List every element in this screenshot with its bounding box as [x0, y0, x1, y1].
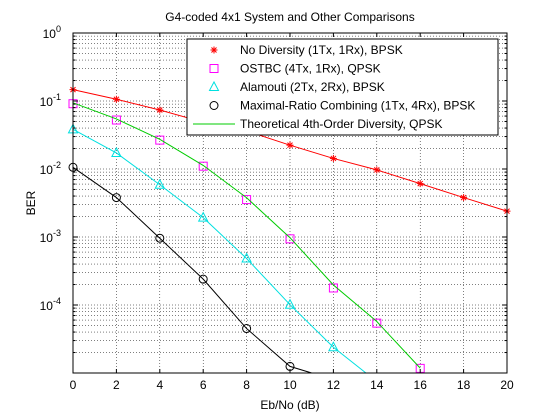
x-tick-label: 16: [414, 378, 428, 392]
data-point: [287, 142, 294, 149]
x-tick-label: 8: [243, 378, 250, 392]
x-tick-label: 2: [113, 378, 120, 392]
data-point: [330, 155, 337, 162]
chart-title: G4-coded 4x1 System and Other Comparison…: [165, 10, 414, 24]
legend: No Diversity (1Tx, 1Rx), BPSK OSTBC (4Tx,…: [187, 39, 498, 135]
x-tick-label: 0: [70, 378, 77, 392]
legend-label: Maximal-Ratio Combining (1Tx, 4Rx), BPSK: [240, 99, 475, 113]
legend-label: OSTBC (4Tx, 1Rx), QPSK: [240, 62, 381, 76]
data-point: [373, 166, 380, 173]
x-axis-label: Eb/No (dB): [260, 398, 319, 412]
data-point: [460, 194, 467, 201]
legend-label: Theoretical 4th-Order Diversity, QPSK: [240, 117, 443, 131]
legend-marker: [211, 47, 218, 54]
x-tick-label: 12: [327, 378, 341, 392]
x-tick-label: 10: [283, 378, 297, 392]
x-tick-label: 20: [500, 378, 514, 392]
x-tick-label: 6: [200, 378, 207, 392]
y-axis-label: BER: [24, 190, 38, 215]
x-tick-label: 18: [457, 378, 471, 392]
legend-label: Alamouti (2Tx, 2Rx), BPSK: [240, 80, 385, 94]
legend-entry: Maximal-Ratio Combining (1Tx, 4Rx), BPSK: [210, 99, 475, 113]
data-point: [156, 107, 163, 114]
x-tick-label: 4: [156, 378, 163, 392]
data-point: [417, 180, 424, 187]
data-point: [113, 96, 120, 103]
legend-entry: No Diversity (1Tx, 1Rx), BPSK: [211, 43, 403, 57]
legend-label: No Diversity (1Tx, 1Rx), BPSK: [240, 43, 403, 57]
x-tick-label: 14: [370, 378, 384, 392]
